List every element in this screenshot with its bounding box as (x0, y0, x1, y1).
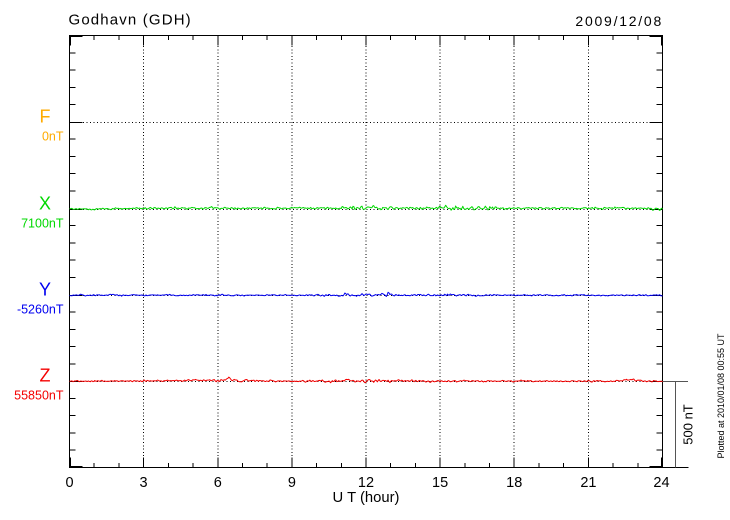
svg-text:6: 6 (214, 475, 222, 491)
svg-text:500 nT: 500 nT (681, 404, 696, 445)
svg-text:Y: Y (39, 280, 51, 300)
svg-text:2009/12/08: 2009/12/08 (575, 13, 663, 29)
svg-text:Plotted at 2010/01/08 00:55 UT: Plotted at 2010/01/08 00:55 UT (716, 333, 726, 459)
svg-text:9: 9 (288, 475, 296, 491)
svg-text:X: X (39, 194, 51, 214)
svg-text:F: F (40, 107, 51, 127)
svg-text:U T (hour): U T (hour) (333, 490, 400, 506)
svg-text:Z: Z (40, 366, 51, 386)
svg-text:24: 24 (653, 475, 669, 491)
svg-text:7100nT: 7100nT (21, 216, 64, 230)
svg-text:55850nT: 55850nT (14, 388, 64, 402)
svg-text:0nT: 0nT (42, 129, 64, 143)
svg-text:3: 3 (140, 475, 148, 491)
svg-text:15: 15 (432, 475, 448, 491)
svg-text:21: 21 (580, 475, 596, 491)
svg-text:Godhavn (GDH): Godhavn (GDH) (69, 12, 192, 29)
svg-text:12: 12 (358, 475, 374, 491)
svg-text:0: 0 (65, 475, 73, 491)
svg-text:18: 18 (506, 475, 522, 491)
svg-text:-5260nT: -5260nT (17, 302, 64, 316)
